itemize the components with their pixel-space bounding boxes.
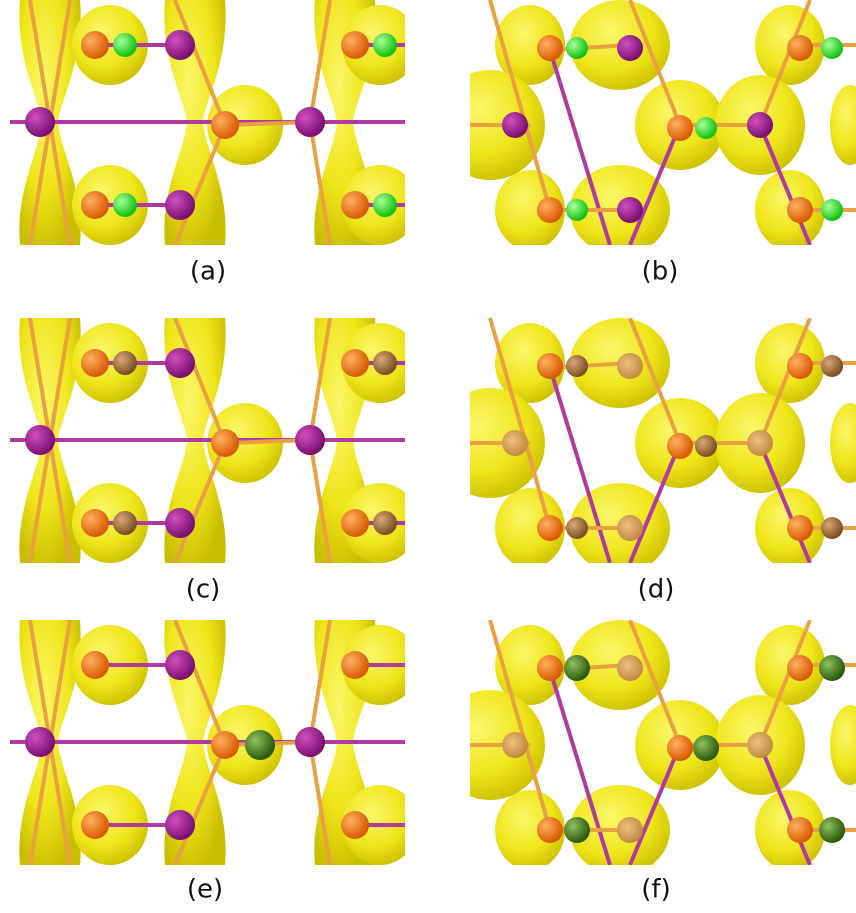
atom [295, 425, 325, 455]
atom [667, 433, 693, 459]
atom [537, 817, 563, 843]
atom [81, 811, 109, 839]
atom [537, 655, 563, 681]
atom [617, 35, 643, 61]
atom [211, 731, 239, 759]
panel-label: (a) [190, 257, 226, 287]
atom [211, 429, 239, 457]
panel-label: (c) [186, 575, 221, 605]
atom [502, 112, 528, 138]
atom [81, 349, 109, 377]
atom [81, 31, 109, 59]
atom [566, 517, 588, 539]
atom [25, 727, 55, 757]
isosurface [830, 705, 856, 785]
atom [25, 425, 55, 455]
atom [341, 811, 369, 839]
atom [747, 732, 773, 758]
atom [373, 193, 397, 217]
atom [341, 349, 369, 377]
atom [566, 37, 588, 59]
atom [113, 511, 137, 535]
atom [295, 107, 325, 137]
atom [113, 351, 137, 375]
atom [113, 193, 137, 217]
atom [787, 353, 813, 379]
atom [617, 353, 643, 379]
atom [537, 35, 563, 61]
atom [787, 515, 813, 541]
atom [819, 655, 845, 681]
atom [821, 517, 843, 539]
atom [747, 430, 773, 456]
atom [537, 353, 563, 379]
atom [165, 650, 195, 680]
atom [211, 111, 239, 139]
atom [373, 511, 397, 535]
panel [435, 620, 856, 875]
isosurface [830, 85, 856, 165]
atom [787, 655, 813, 681]
panel-label: (b) [642, 257, 679, 287]
atom [787, 197, 813, 223]
atom [821, 199, 843, 221]
panel [10, 318, 418, 563]
atom [566, 199, 588, 221]
atom [564, 655, 590, 681]
page: (a) (b) (c) (d) (e) (f) (() => { const d… [0, 0, 856, 913]
panel-label: (e) [187, 875, 223, 905]
atom [566, 355, 588, 377]
atom [25, 107, 55, 137]
atom [821, 355, 843, 377]
atom [617, 655, 643, 681]
panel [435, 0, 856, 255]
atom [667, 115, 693, 141]
atom [695, 435, 717, 457]
panel-label: (f) [641, 875, 670, 905]
atom [617, 515, 643, 541]
atom [537, 197, 563, 223]
atom [373, 33, 397, 57]
atom [667, 735, 693, 761]
atom [787, 35, 813, 61]
atom [617, 197, 643, 223]
panel [435, 318, 856, 573]
atom [81, 191, 109, 219]
atom [695, 117, 717, 139]
atom [165, 810, 195, 840]
atom [341, 31, 369, 59]
panel-label: (d) [638, 575, 675, 605]
atom [165, 348, 195, 378]
atom [165, 190, 195, 220]
atom [819, 817, 845, 843]
atom [165, 508, 195, 538]
atom [81, 651, 109, 679]
atom [693, 735, 719, 761]
atom [113, 33, 137, 57]
panel [10, 0, 418, 245]
atom [341, 651, 369, 679]
panel [10, 620, 418, 865]
atom [165, 30, 195, 60]
atom [787, 817, 813, 843]
atom [245, 730, 275, 760]
atom [537, 515, 563, 541]
figure: (a) (b) (c) (d) (e) (f) [0, 0, 856, 913]
atom [747, 112, 773, 138]
atom [81, 509, 109, 537]
atom [341, 191, 369, 219]
atom [617, 817, 643, 843]
atom [295, 727, 325, 757]
atom [821, 37, 843, 59]
atom [502, 732, 528, 758]
atom [373, 351, 397, 375]
atom [341, 509, 369, 537]
atom [502, 430, 528, 456]
isosurface [830, 403, 856, 483]
atom [564, 817, 590, 843]
